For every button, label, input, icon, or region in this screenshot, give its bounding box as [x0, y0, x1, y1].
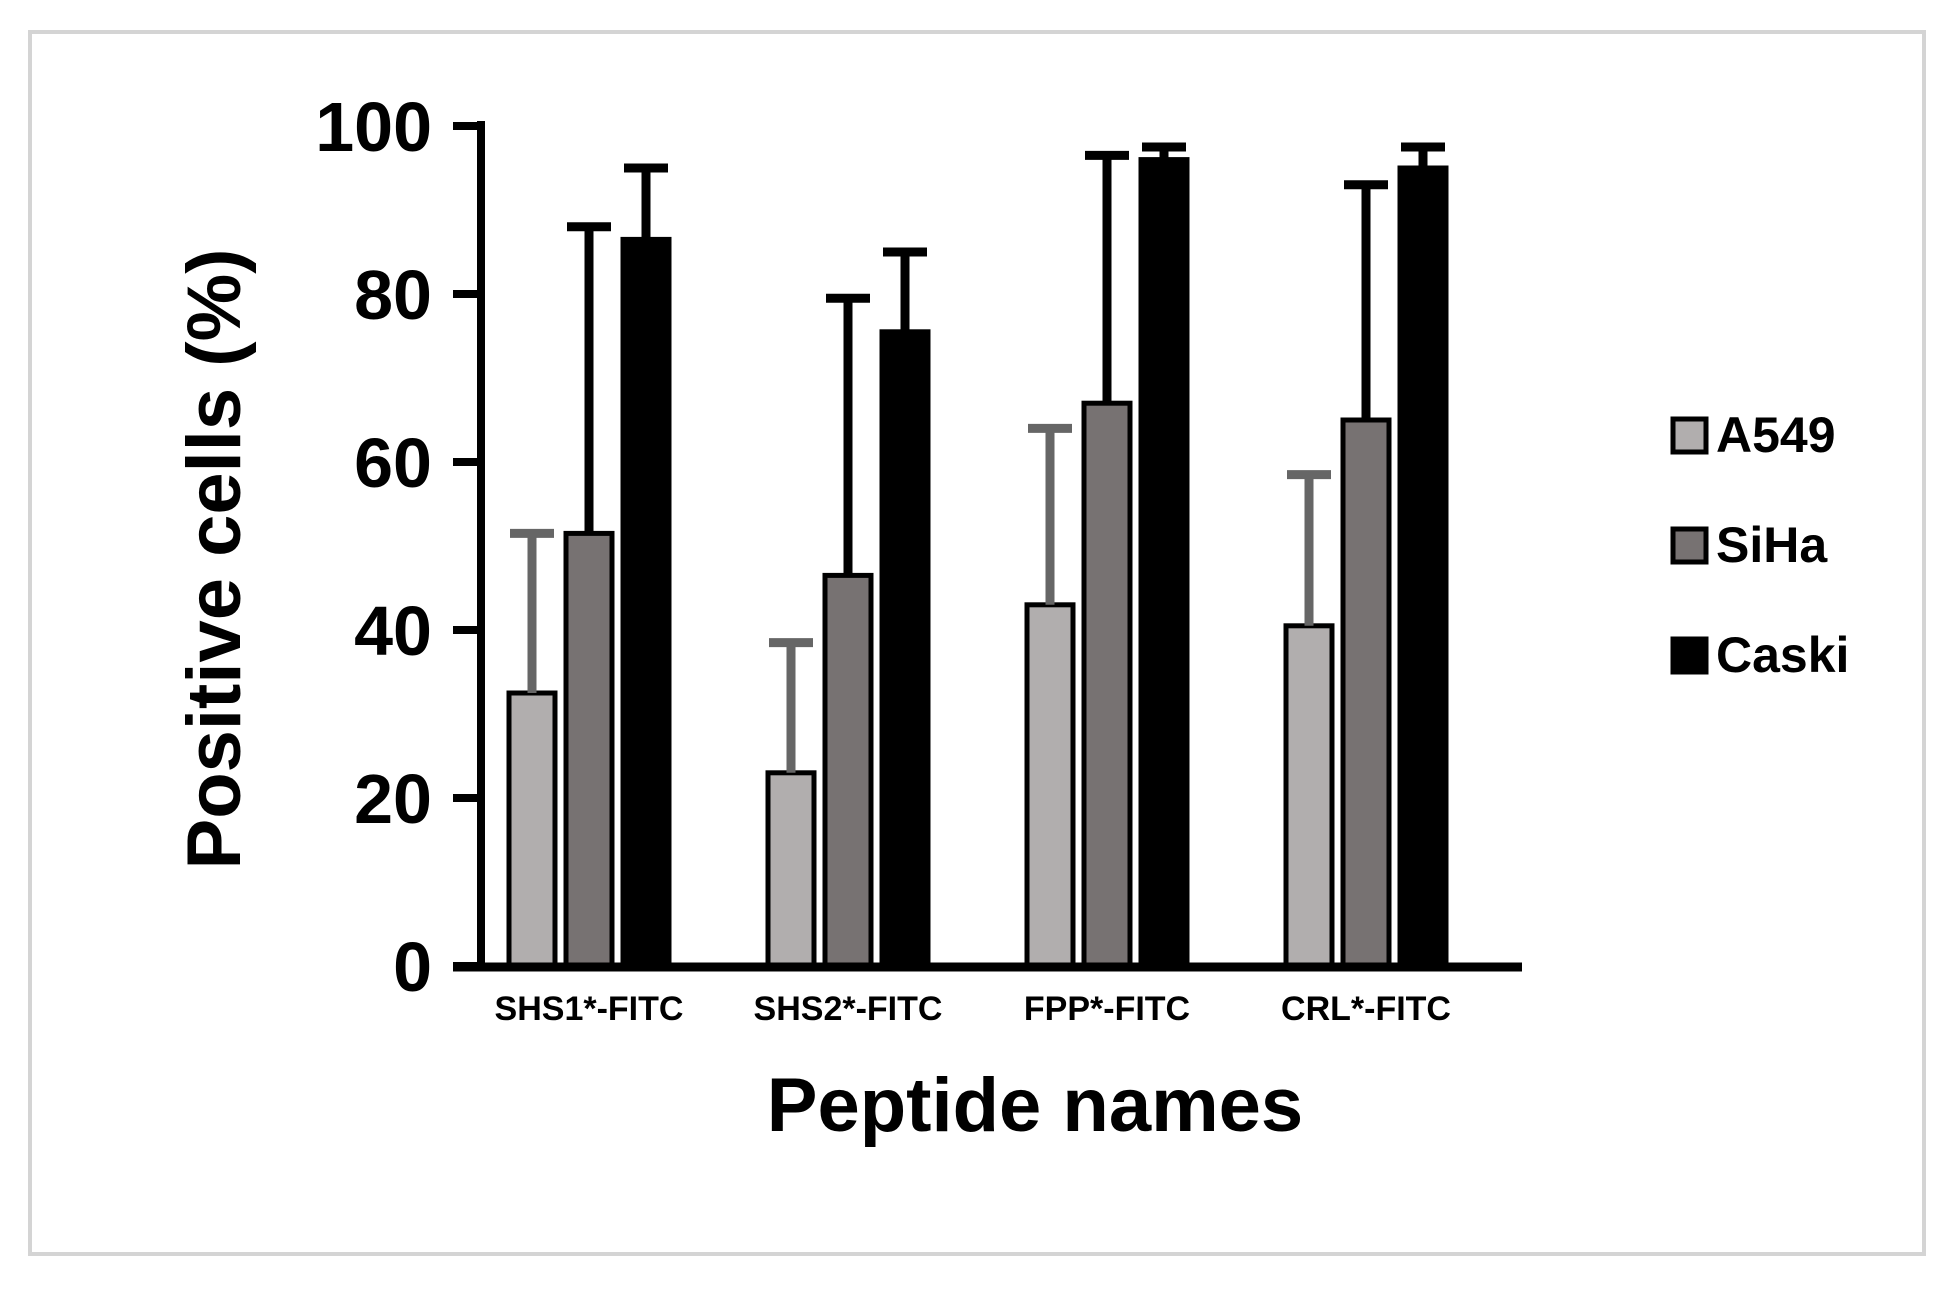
x-tick-label: CRL*-FITC [1281, 990, 1451, 1028]
bar-chart: 0 20 40 60 80 100 SHS1*-FITC SHS2*-FITC FPP*-FI… [172, 88, 1849, 1148]
legend-label-a549: A549 [1716, 407, 1836, 463]
bar-caski [620, 236, 672, 969]
legend: A549 SiHa Caski [1670, 407, 1849, 683]
bar-caski [1397, 165, 1449, 969]
x-tick-labels: SHS1*-FITC SHS2*-FITC FPP*-FITC CRL*-FITC [495, 990, 1451, 1028]
y-tick-label: 40 [354, 592, 432, 670]
error-bars [510, 142, 1445, 773]
bar-a549 [1024, 602, 1076, 969]
legend-swatch-siha [1670, 526, 1709, 565]
bar-caski [879, 329, 931, 969]
y-tick-label: 60 [354, 424, 432, 502]
legend-label-caski: Caski [1716, 627, 1849, 683]
bar-siha [822, 572, 874, 969]
axes [453, 121, 1522, 972]
y-tick-labels: 0 20 40 60 80 100 [315, 88, 432, 1006]
bar-a549 [1283, 623, 1335, 969]
y-tick-label: 0 [393, 928, 432, 1006]
chart-frame: 0 20 40 60 80 100 SHS1*-FITC SHS2*-FITC FPP*-FI… [28, 30, 1926, 1256]
legend-swatch-caski [1670, 636, 1709, 675]
bar-caski [1138, 157, 1190, 969]
legend-swatch-a549 [1670, 416, 1709, 455]
x-tick-label: SHS2*-FITC [754, 990, 943, 1028]
y-tick-label: 80 [354, 256, 432, 334]
y-axis-title: Positive cells (%) [172, 249, 257, 870]
bar-siha [563, 530, 615, 969]
x-axis-title: Peptide names [767, 1063, 1303, 1148]
x-tick-label: SHS1*-FITC [495, 990, 684, 1028]
x-tick-label: FPP*-FITC [1024, 990, 1190, 1028]
bar-siha [1081, 400, 1133, 969]
bar-a549 [506, 690, 558, 969]
legend-label-siha: SiHa [1716, 517, 1828, 573]
y-tick-label: 20 [354, 760, 432, 838]
y-tick-label: 100 [315, 88, 432, 166]
bar-a549 [765, 770, 817, 969]
bar-siha [1340, 417, 1392, 969]
